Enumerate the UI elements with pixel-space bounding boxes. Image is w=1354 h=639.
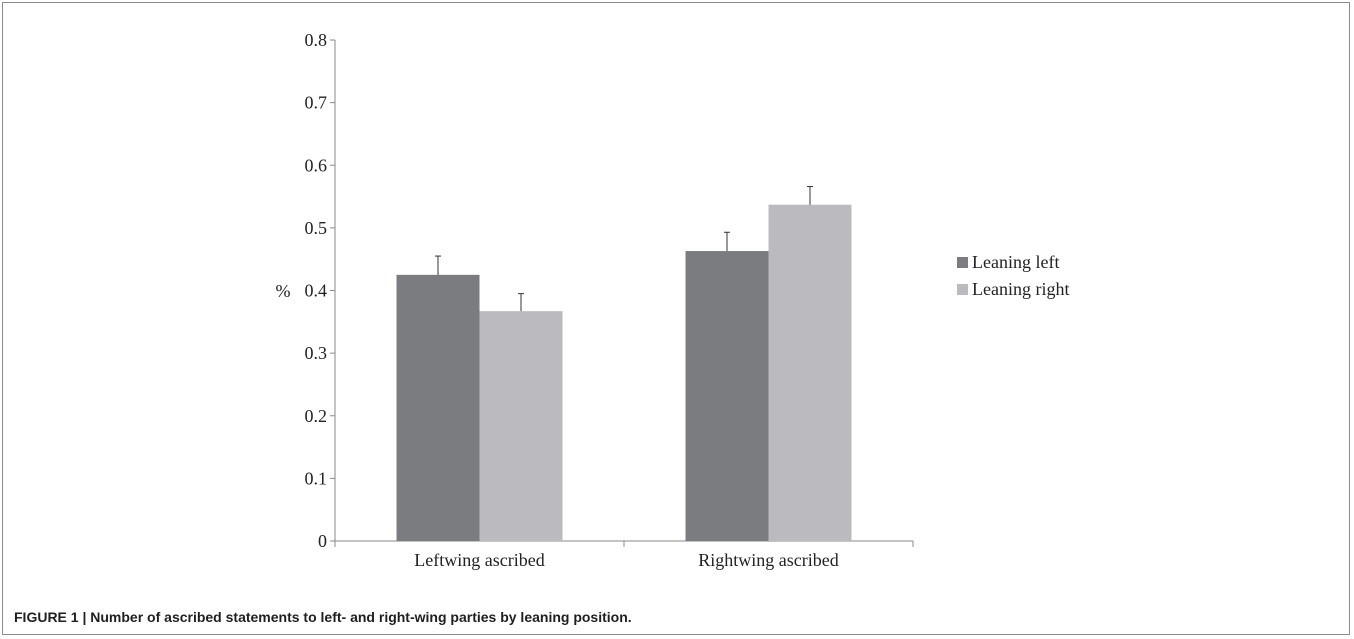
- y-tick-label: 0.1: [305, 468, 328, 488]
- y-tick-label: 0.3: [305, 343, 328, 363]
- x-tick-label: Rightwing ascribed: [698, 550, 838, 570]
- bar: [479, 311, 563, 541]
- bar: [396, 274, 480, 541]
- x-tick-label: Leftwing ascribed: [414, 550, 544, 570]
- bars: [396, 186, 852, 542]
- y-axis-label: %: [276, 281, 291, 301]
- y-tick-label: 0.6: [305, 155, 328, 175]
- y-tick-label: 0.5: [305, 218, 328, 238]
- legend-label: Leaning left: [972, 252, 1059, 272]
- y-tick-label: 0.4: [305, 281, 328, 301]
- y-tick-label: 0.7: [305, 93, 328, 113]
- legend-label: Leaning right: [972, 279, 1069, 299]
- bar: [685, 251, 769, 541]
- y-tick-label: 0.8: [305, 30, 328, 50]
- legend-swatch: [957, 257, 968, 268]
- legend: Leaning left Leaning right: [957, 252, 1069, 299]
- bar: [768, 204, 852, 542]
- figure-caption: FIGURE 1 | Number of ascribed statements…: [14, 609, 632, 625]
- legend-swatch: [957, 284, 968, 295]
- y-tick-label: 0.2: [305, 406, 328, 426]
- y-tick-label: 0: [318, 531, 327, 551]
